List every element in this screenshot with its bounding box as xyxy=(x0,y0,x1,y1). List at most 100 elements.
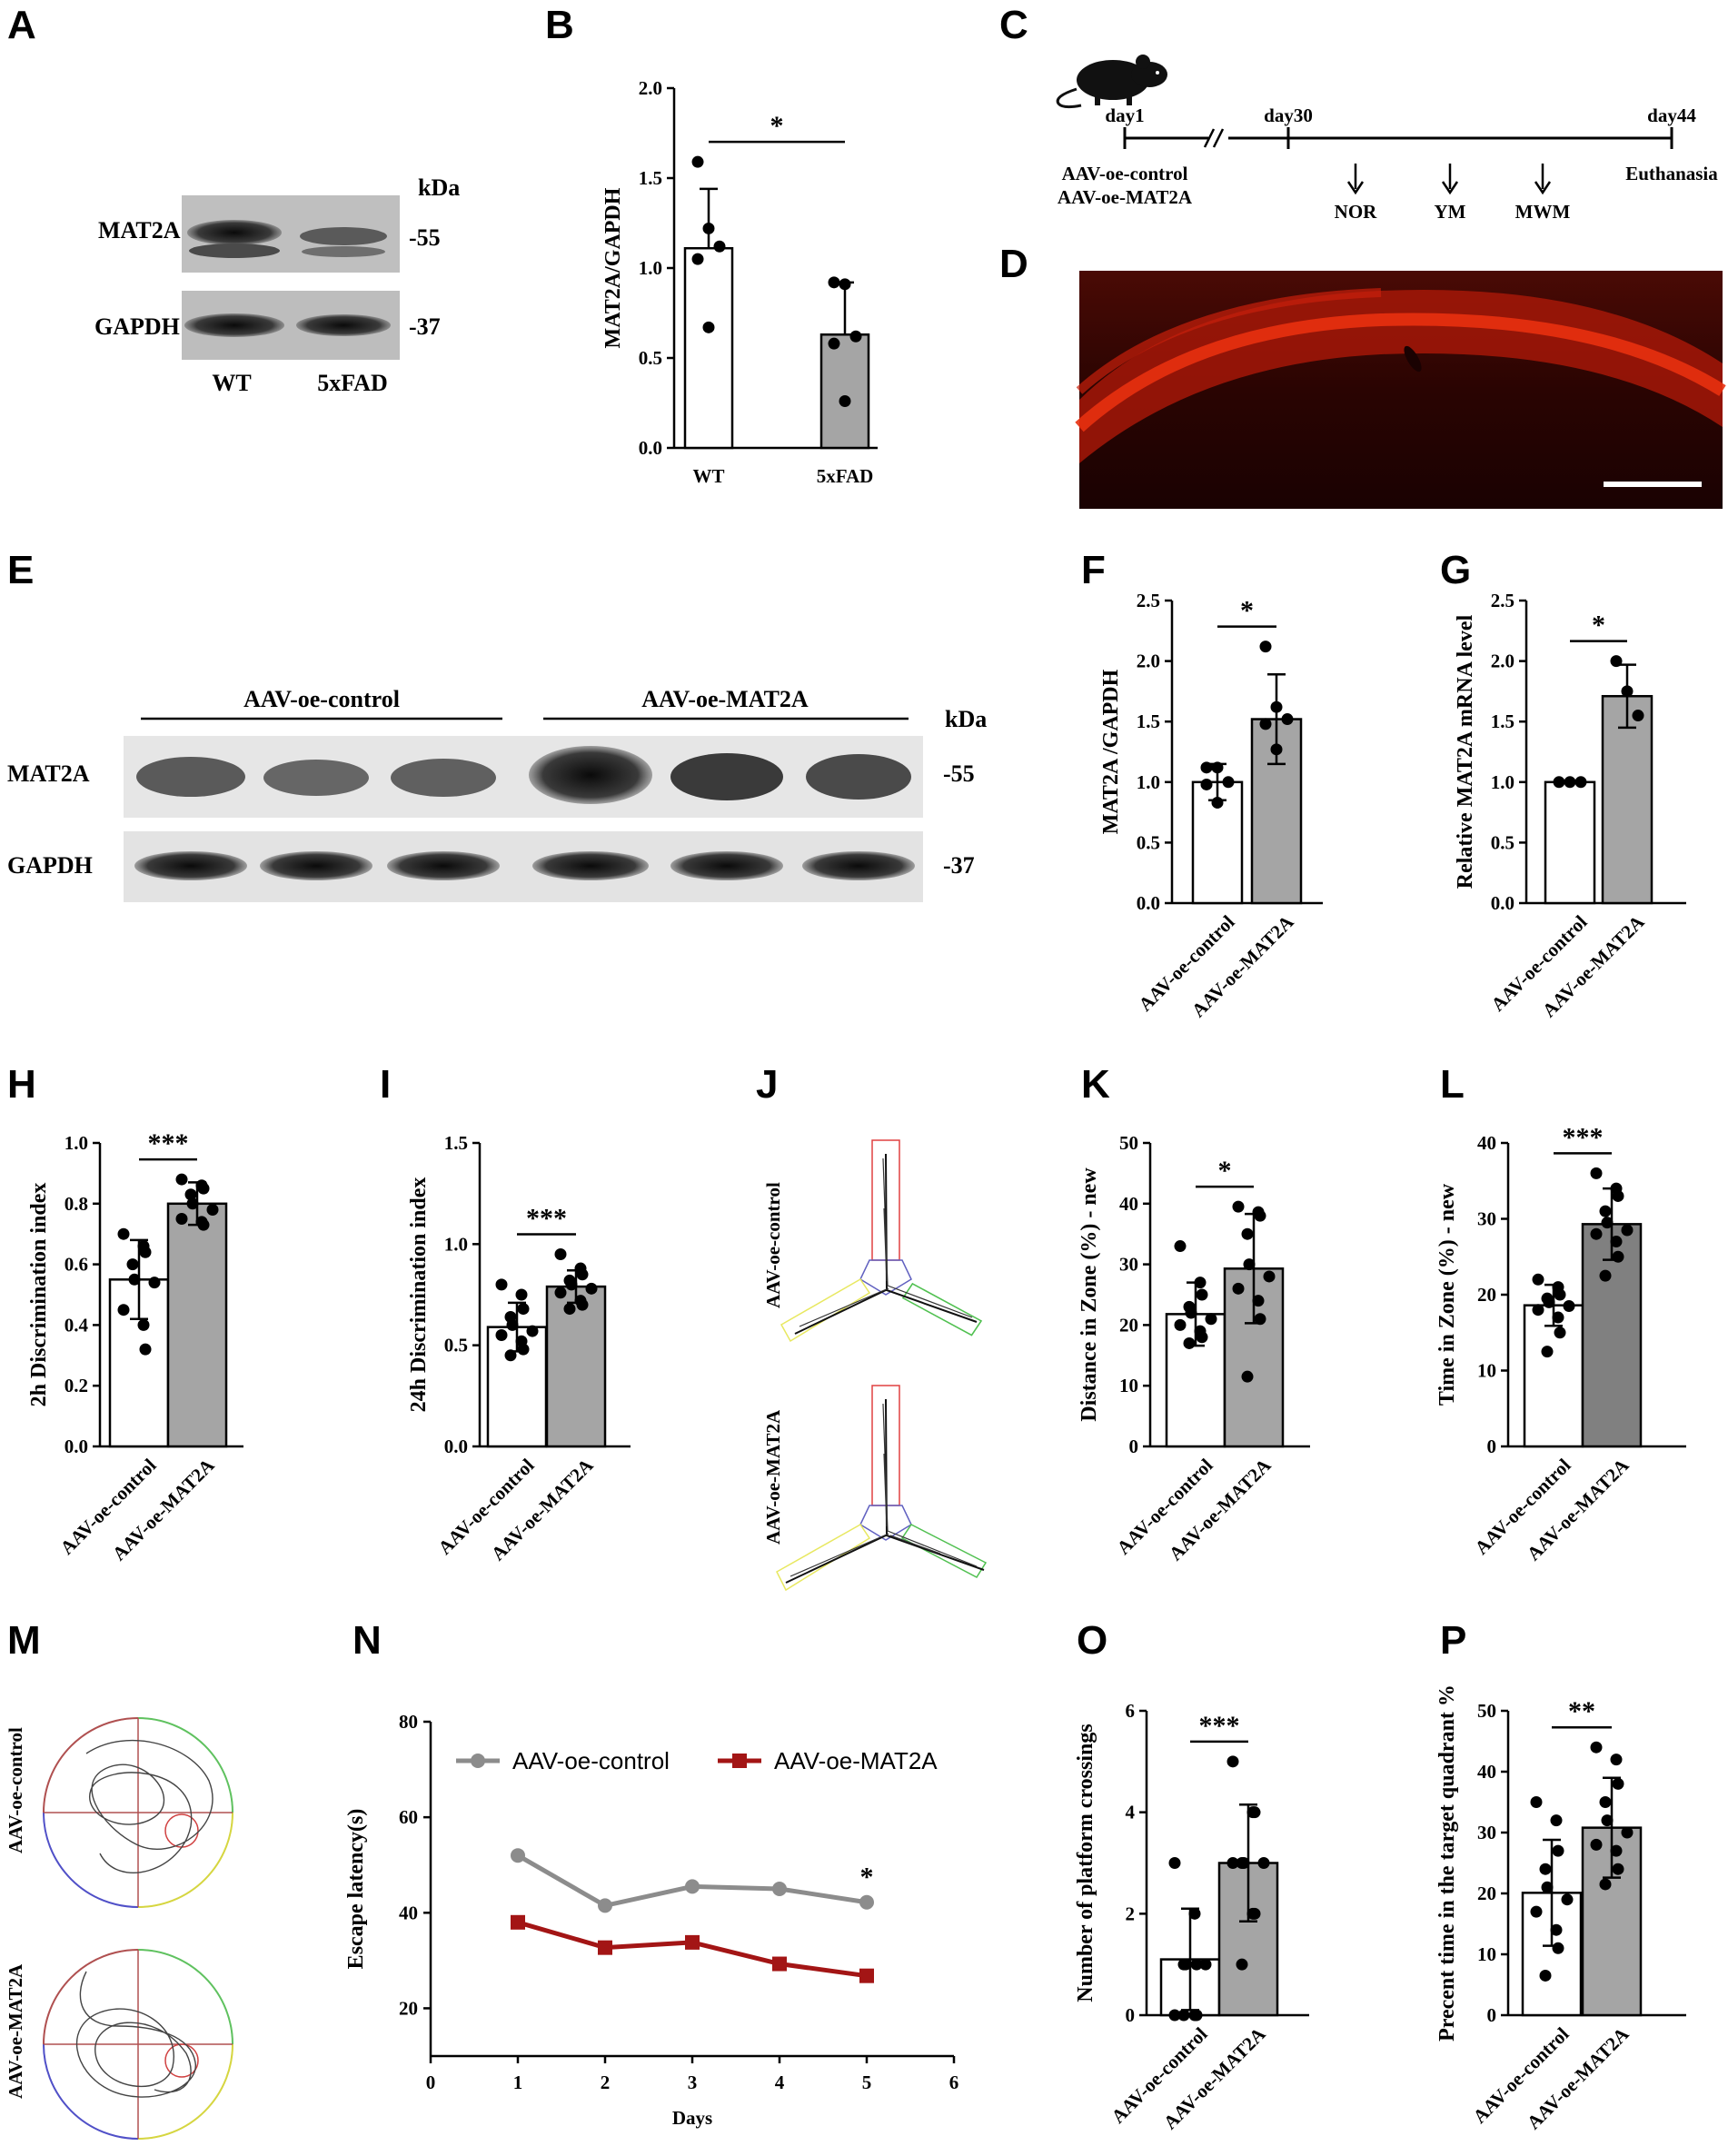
timeline-group-mat2a: AAV-oe-MAT2A xyxy=(1058,186,1193,208)
timeline-group-control: AAV-oe-control xyxy=(1062,163,1188,184)
data-point xyxy=(1200,761,1213,774)
data-point xyxy=(197,1182,210,1195)
y-tick-label: 0.5 xyxy=(1491,831,1514,853)
data-point xyxy=(1599,1796,1612,1808)
y-axis-label: MAT2A/GAPDH xyxy=(601,187,625,348)
timeline-day44: day44 xyxy=(1647,104,1696,126)
data-point xyxy=(1590,1227,1603,1240)
x-tick-label: 6 xyxy=(949,2072,959,2093)
x-tick-label: 5 xyxy=(862,2072,872,2093)
y-axis-label: Distance in Zone (%) - new xyxy=(1078,1167,1101,1422)
x-tick-label: AAV-oe-control xyxy=(1486,910,1591,1015)
data-point xyxy=(1199,1958,1212,1971)
data-point xyxy=(1532,1304,1544,1316)
series-marker xyxy=(511,1848,525,1863)
arrow-down-icon xyxy=(1534,164,1552,195)
blot-band xyxy=(300,227,387,245)
blot-a: kDa MAT2A GAPDH -55 -37 WT 5xFAD xyxy=(94,174,460,396)
data-point xyxy=(1243,1258,1256,1271)
data-point xyxy=(515,1288,528,1301)
panel-label-i: I xyxy=(380,1062,391,1107)
legend: AAV-oe-control AAV-oe-MAT2A xyxy=(456,1747,938,1774)
data-point xyxy=(1612,1250,1624,1263)
y-axis-label: MAT2A /GAPDH xyxy=(1099,669,1123,834)
data-point xyxy=(1550,1923,1563,1936)
x-tick-label: AAV-oe-MAT2A xyxy=(1523,1454,1634,1565)
y-tick-label: 10 xyxy=(1477,1943,1496,1965)
y-tick-label: 2.5 xyxy=(1491,590,1514,611)
data-point xyxy=(1254,1209,1266,1222)
x-tick-label: 2 xyxy=(601,2072,611,2093)
data-point xyxy=(117,1227,130,1240)
significance-marker: * xyxy=(1218,1156,1232,1186)
timeline-test-mwm: MWM xyxy=(1515,201,1571,223)
data-point xyxy=(184,1188,197,1201)
data-point xyxy=(1552,1311,1564,1324)
data-point xyxy=(1168,2009,1181,2022)
y-tick-label: 40 xyxy=(399,1902,418,1923)
data-point xyxy=(1226,1857,1239,1869)
panel-label-c: C xyxy=(999,3,1028,47)
bar xyxy=(1217,1862,1279,2017)
data-point xyxy=(1183,1336,1196,1349)
blot-e-group-control: AAV-oe-control xyxy=(243,686,400,712)
y-tick-label: 0.5 xyxy=(1137,831,1160,853)
data-point xyxy=(585,1282,598,1295)
data-point xyxy=(1232,1200,1245,1213)
data-point xyxy=(713,240,726,253)
significance-marker: *** xyxy=(526,1203,567,1233)
data-point xyxy=(1188,1907,1201,1920)
timeline-test-nor: NOR xyxy=(1335,201,1378,223)
data-point xyxy=(1541,1346,1554,1358)
panel-label-m: M xyxy=(7,1618,41,1663)
ymaze-j: AAV-oe-control AAV-oe-MAT2A xyxy=(762,1139,988,1592)
data-point xyxy=(1257,1857,1270,1869)
panel-label-p: P xyxy=(1440,1618,1466,1663)
x-tick-label: 1 xyxy=(513,2072,523,2093)
x-tick-label: AAV-oe-MAT2A xyxy=(1187,910,1298,1021)
data-point xyxy=(828,337,840,350)
data-point xyxy=(1632,710,1644,722)
timeline-day30: day30 xyxy=(1264,104,1313,126)
y-tick-label: 2.0 xyxy=(1137,651,1160,672)
y-tick-label: 0.0 xyxy=(444,1436,468,1457)
data-point xyxy=(1550,1814,1563,1827)
data-point xyxy=(1270,700,1283,713)
blot-band xyxy=(529,746,652,804)
panel-label-b: B xyxy=(545,3,574,47)
data-point xyxy=(691,155,704,168)
series-marker xyxy=(511,1914,525,1930)
blot-band xyxy=(136,757,245,797)
data-point xyxy=(1610,1844,1623,1857)
data-point xyxy=(1590,1741,1603,1754)
blot-band xyxy=(670,851,783,880)
blot-a-row-mat2a: MAT2A xyxy=(98,217,181,243)
blot-band xyxy=(670,753,783,800)
data-point xyxy=(1248,1806,1261,1819)
data-point xyxy=(128,1273,141,1286)
data-point xyxy=(1194,1277,1207,1289)
chart-l: 010203040AAV-oe-controlAAV-oe-MAT2A***Ti… xyxy=(1435,1122,1686,1565)
series-marker xyxy=(598,1898,612,1913)
y-tick-label: 1.5 xyxy=(1137,710,1160,732)
x-tick-label: WT xyxy=(692,465,724,487)
bar xyxy=(166,1202,228,1448)
data-point xyxy=(139,1246,152,1258)
bar xyxy=(819,333,870,450)
y-tick-label: 1.0 xyxy=(1137,771,1160,793)
data-point xyxy=(175,1213,188,1225)
data-point xyxy=(1543,1296,1555,1308)
y-tick-label: 20 xyxy=(1477,1883,1496,1904)
y-tick-label: 0 xyxy=(1129,1436,1139,1457)
data-point xyxy=(1561,1893,1574,1906)
scale-bar xyxy=(1604,482,1702,487)
data-point xyxy=(126,1258,139,1271)
chart-f: 0.00.51.01.52.02.5AAV-oe-controlAAV-oe-M… xyxy=(1099,590,1323,1021)
data-point xyxy=(702,321,715,333)
y-axis-label: 24h Discrimination index xyxy=(407,1177,431,1413)
y-tick-label: 40 xyxy=(1119,1193,1138,1215)
y-tick-label: 0.0 xyxy=(639,437,662,459)
x-tick-label: AAV-oe-MAT2A xyxy=(1538,910,1649,1021)
chart-n: 0 1 2 3 4 5 6 20 40 60 80 AAV-oe-control AAV-oe-MAT2… xyxy=(344,1711,958,2129)
series-marker xyxy=(685,1879,700,1894)
